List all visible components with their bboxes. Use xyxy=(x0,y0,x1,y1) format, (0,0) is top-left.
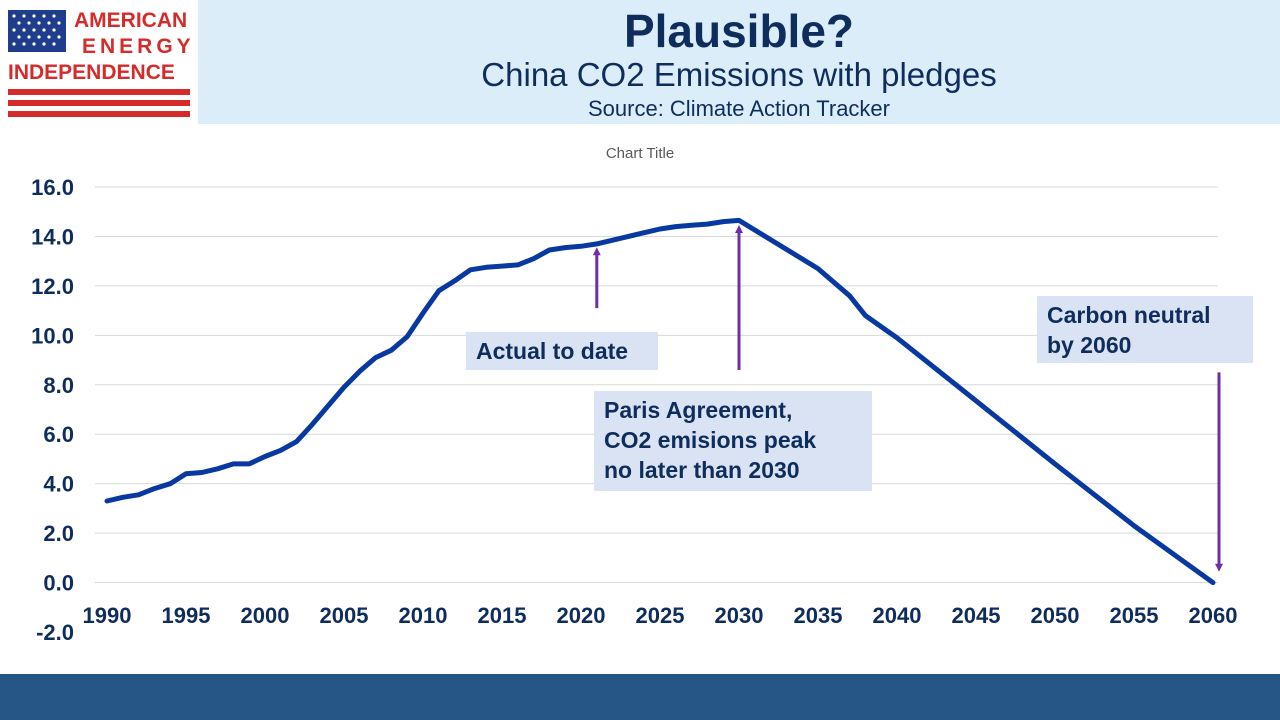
x-tick-label: 2005 xyxy=(320,603,369,628)
callout-line: CO2 emisions peak xyxy=(604,427,817,453)
callout-line: Actual to date xyxy=(476,338,629,364)
slide-title: Plausible? xyxy=(623,5,855,57)
american-energy-independence-logo: AMERICAN ENERGY INDEPENDENCE xyxy=(8,9,195,117)
x-tick-label: 2010 xyxy=(399,603,448,628)
y-tick-label: -2.0 xyxy=(36,620,74,645)
logo-line-1: AMERICAN xyxy=(74,9,187,32)
y-tick-label: 12.0 xyxy=(31,274,74,299)
callout-actual-to-date: Actual to date xyxy=(466,332,658,370)
x-tick-label: 1995 xyxy=(162,603,211,628)
footer-bar xyxy=(0,674,1280,720)
logo-stripe-3 xyxy=(8,111,190,117)
x-tick-label: 2045 xyxy=(952,603,1001,628)
y-tick-label: 2.0 xyxy=(43,521,74,546)
callout-paris-agreement: Paris Agreement, CO2 emisions peak no late… xyxy=(594,391,872,491)
x-tick-label: 2020 xyxy=(557,603,606,628)
y-tick-label: 6.0 xyxy=(43,422,74,447)
chart-title: Chart Title xyxy=(606,145,674,162)
callout-line: no later than 2030 xyxy=(604,457,800,483)
callout-line: Carbon neutral xyxy=(1047,302,1211,328)
source-note: Source: Climate Action Tracker xyxy=(587,96,890,121)
y-tick-label: 14.0 xyxy=(31,224,74,249)
x-tick-label: 2035 xyxy=(794,603,843,628)
logo: AMERICAN ENERGY INDEPENDENCE xyxy=(0,0,198,124)
flag-stars xyxy=(12,14,61,46)
y-tick-label: 8.0 xyxy=(43,373,74,398)
x-tick-label: 2060 xyxy=(1189,603,1238,628)
x-tick-label: 2040 xyxy=(873,603,922,628)
y-tick-label: 10.0 xyxy=(31,323,74,348)
callout-carbon-neutral: Carbon neutral by 2060 xyxy=(1037,296,1253,363)
callout-line: by 2060 xyxy=(1047,332,1132,358)
x-tick-label: 1990 xyxy=(83,603,132,628)
y-tick-label: 4.0 xyxy=(43,472,74,497)
logo-stripe-1 xyxy=(8,89,190,95)
x-tick-label: 2030 xyxy=(715,603,764,628)
y-tick-label: 16.0 xyxy=(31,175,74,200)
logo-line-3: INDEPENDENCE xyxy=(8,61,175,84)
x-tick-label: 2025 xyxy=(636,603,685,628)
y-tick-label: 0.0 xyxy=(43,571,74,596)
x-tick-label: 2015 xyxy=(478,603,527,628)
slide-subtitle: China CO2 Emissions with pledges xyxy=(481,56,997,93)
x-tick-label: 2000 xyxy=(241,603,290,628)
callout-line: Paris Agreement, xyxy=(604,397,793,423)
x-tick-label: 2055 xyxy=(1110,603,1159,628)
logo-stripe-2 xyxy=(8,100,190,106)
x-tick-label: 2050 xyxy=(1031,603,1080,628)
flag-canton xyxy=(8,10,66,52)
header-banner: Plausible? China CO2 Emissions with pled… xyxy=(198,0,1280,124)
emissions-chart: Chart Title -2.0 0.0 2.0 4.0 6.0 8.0 10.0 12.0 14… xyxy=(31,145,1238,645)
logo-line-2: ENERGY xyxy=(82,35,195,58)
